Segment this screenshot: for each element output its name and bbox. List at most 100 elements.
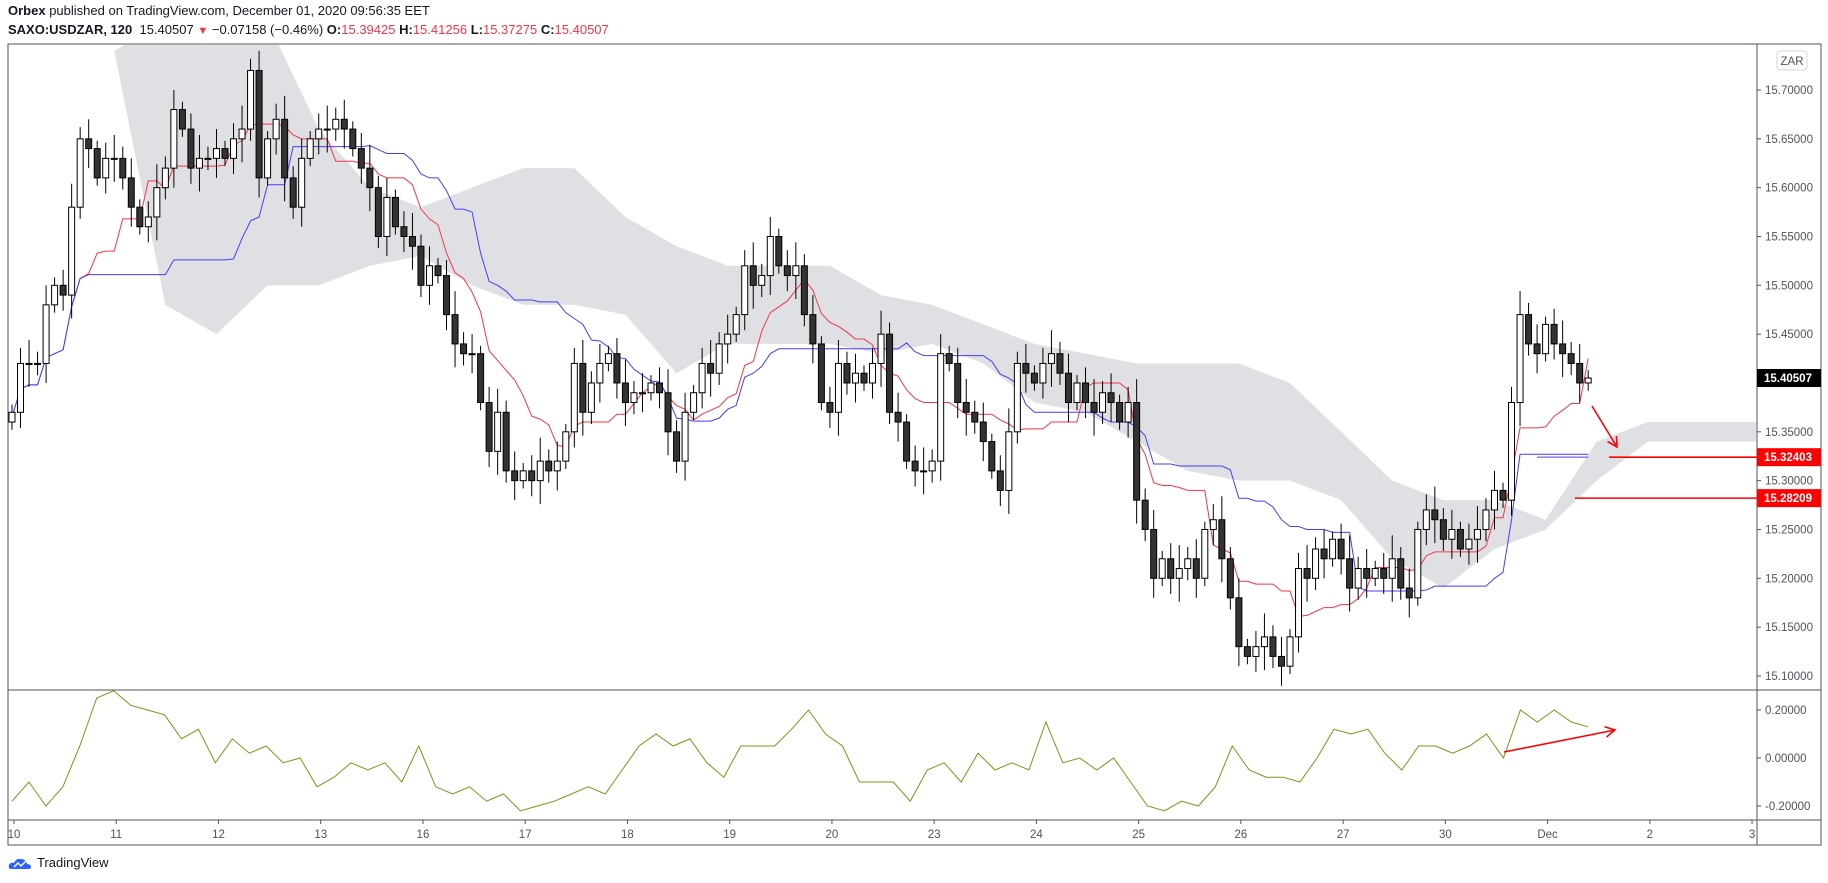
candle	[1064, 353, 1072, 423]
time-tick-label: 16	[417, 829, 430, 841]
time-tick-label: 25	[1132, 829, 1145, 841]
candle-body	[766, 235, 774, 277]
candle	[178, 101, 186, 137]
candle-body	[110, 157, 118, 160]
candle	[1252, 631, 1260, 673]
currency-button-label[interactable]: ZAR	[1781, 56, 1804, 68]
candle-body	[1107, 392, 1115, 404]
candle-body	[579, 362, 587, 413]
oscillator-line	[11, 690, 1589, 812]
candle-body	[979, 421, 987, 443]
candle-body	[1465, 538, 1473, 550]
candle	[1116, 394, 1124, 430]
candle-body	[255, 69, 263, 179]
candle	[272, 103, 280, 155]
candle	[681, 392, 689, 481]
candle	[851, 353, 859, 403]
candle	[1039, 347, 1047, 399]
candle-body	[1090, 402, 1098, 413]
price-change: −0.07158 (−0.46%)	[211, 22, 324, 37]
candle-body	[681, 411, 689, 462]
candle-body	[698, 362, 706, 394]
candle	[1482, 498, 1490, 542]
candle	[8, 404, 16, 430]
tradingview-logo[interactable]: TradingView	[8, 855, 109, 870]
publish-info: Orbex published on TradingView.com, Dece…	[8, 3, 430, 18]
candle-body	[673, 431, 681, 462]
candle-body	[212, 148, 220, 159]
candle-body	[187, 128, 195, 169]
candle-body	[536, 460, 544, 482]
candle	[1473, 506, 1481, 563]
chart-border	[7, 43, 1822, 846]
candle	[1508, 386, 1516, 516]
candle-body	[570, 362, 578, 433]
candle-body	[928, 460, 936, 472]
candle-body	[68, 206, 76, 296]
currency-button-bg[interactable]	[1776, 50, 1808, 71]
cloud-area	[114, 45, 1756, 589]
candle	[1030, 365, 1038, 391]
candle-body	[1448, 528, 1456, 540]
candle-body	[366, 167, 374, 189]
candle-body	[221, 148, 229, 159]
candle-body	[136, 206, 144, 228]
last-price-label: 15.40507	[1764, 373, 1812, 385]
candle-body	[1082, 382, 1090, 404]
currency-button[interactable]: ZAR	[1776, 50, 1808, 71]
ichimoku-cloud	[114, 45, 1756, 589]
candle	[1371, 560, 1379, 587]
candle-body	[1022, 362, 1030, 374]
candle	[127, 158, 135, 227]
candle	[545, 449, 553, 483]
candle-body	[383, 196, 391, 237]
oscillator-pane	[11, 690, 1589, 812]
time-tick-label: 24	[1030, 829, 1043, 841]
time-tick-label: 11	[110, 829, 122, 841]
high-value: 15.41256	[412, 22, 468, 37]
candle-body	[51, 284, 59, 306]
candle-body	[1158, 558, 1166, 579]
candle-body	[1567, 353, 1575, 364]
candle-body	[690, 392, 698, 413]
close-value: 15.40507	[554, 22, 609, 37]
candle	[1158, 550, 1166, 587]
candle-body	[1260, 636, 1268, 648]
price-chart[interactable]: 15.70000 15.65000 15.60000 15.55000 15.50000…	[0, 0, 1828, 850]
candle	[937, 334, 945, 481]
candle-body	[349, 128, 357, 150]
price-tick-label: 15.45000	[1765, 329, 1813, 341]
candle-body	[1346, 558, 1354, 589]
candle-body	[1371, 568, 1379, 579]
candle-body	[851, 372, 859, 384]
candle-body	[826, 402, 834, 413]
price-tick-label: 15.35000	[1765, 427, 1813, 439]
candle-body	[340, 118, 348, 130]
candle	[860, 365, 868, 391]
candle-body	[1354, 568, 1362, 589]
candle-body	[1141, 499, 1149, 530]
candle	[1201, 521, 1209, 587]
candle	[817, 336, 825, 411]
candle-body	[1380, 568, 1388, 579]
candle-body	[834, 362, 842, 413]
candle	[85, 119, 93, 169]
candle-body	[1439, 519, 1447, 540]
candle-body	[153, 187, 161, 218]
candle	[1431, 486, 1439, 544]
candle-body	[783, 265, 791, 277]
candle-body	[477, 353, 485, 404]
close-label: C:	[540, 22, 555, 37]
candle	[1184, 547, 1192, 581]
candle-body	[954, 362, 962, 404]
level-price-label: 15.28209	[1764, 493, 1812, 505]
candle	[315, 113, 323, 155]
candle-body	[1397, 558, 1405, 589]
candle	[1056, 341, 1064, 385]
candle-body	[587, 382, 595, 413]
low-value: 15.37275	[482, 22, 538, 37]
candle	[1073, 375, 1081, 411]
arrow-head-icon	[1607, 435, 1618, 449]
candle-body	[1252, 646, 1260, 657]
candle-body	[1482, 509, 1490, 530]
